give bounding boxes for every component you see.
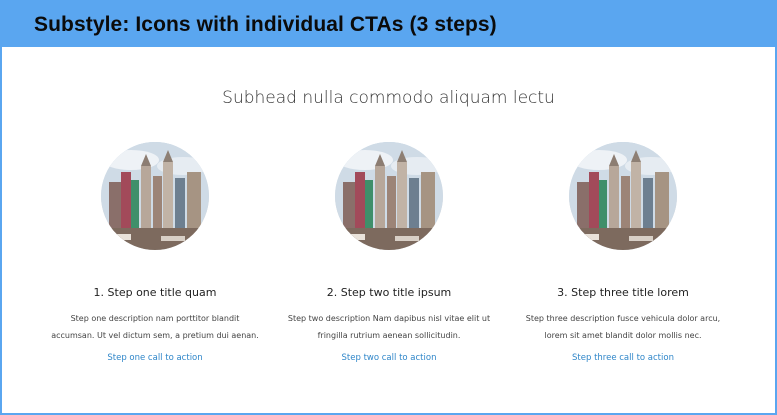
step-image [335, 142, 443, 250]
step-description-line: fringilla rutrium aenean sollicitudin. [317, 331, 461, 340]
step-cta-link[interactable]: Step one call to action [107, 353, 203, 363]
step-title: 2. Step two title ipsum [326, 286, 452, 299]
step-title: 1. Step one title quam [93, 286, 217, 299]
step-description-line: lorem sit amet blandit dolor mollis nec. [544, 331, 702, 340]
step-description-line: accumsan. Ut vel dictum sem, a pretium d… [51, 331, 259, 340]
step-cta-link[interactable]: Step two call to action [341, 353, 437, 363]
step-card-2: 2. Step two title ipsum Step two descrip… [273, 142, 505, 363]
subhead: Subhead nulla commodo aliquam lectu [222, 88, 555, 108]
banner-title: Substyle: Icons with individual CTAs (3 … [34, 12, 497, 36]
step-description: Step one description nam porttitor bland… [39, 310, 271, 344]
step-card-3: 3. Step three title lorem Step three des… [507, 142, 739, 363]
step-description-line: Step one description nam porttitor bland… [70, 314, 240, 323]
step-card-1: 1. Step one title quam Step one descript… [39, 142, 271, 363]
step-title: 3. Step three title lorem [557, 286, 689, 299]
step-description: Step two description Nam dapibus nisl vi… [273, 310, 505, 344]
step-description-line: Step three description fusce vehicula do… [525, 314, 721, 323]
step-cta-link[interactable]: Step three call to action [572, 353, 674, 363]
step-description-line: Step two description Nam dapibus nisl vi… [287, 314, 491, 323]
step-image [569, 142, 677, 250]
step-image [101, 142, 209, 250]
steps-row: 1. Step one title quam Step one descript… [39, 142, 739, 363]
header-banner: Substyle: Icons with individual CTAs (3 … [2, 2, 775, 47]
step-description: Step three description fusce vehicula do… [507, 310, 739, 344]
